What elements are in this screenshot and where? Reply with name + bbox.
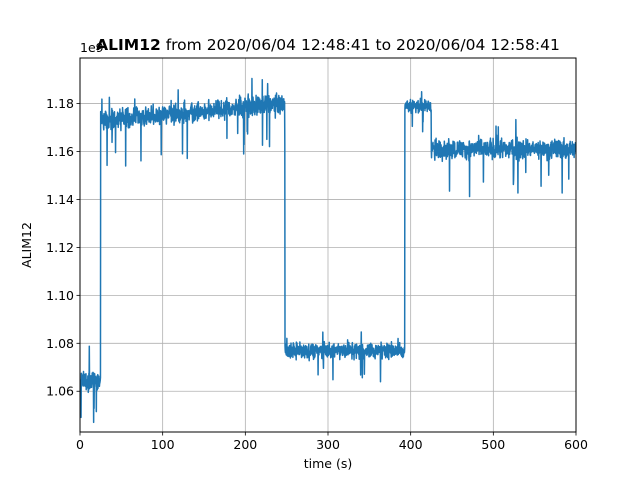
y-offset-text: 1e9	[80, 40, 104, 55]
y-tick-label: 1.18	[46, 96, 74, 111]
y-tick-label: 1.10	[46, 288, 74, 303]
tick-group: 0 100 200 300 400 500 600 1.06 1.08 1.10 1.12 1.14 1…	[46, 96, 588, 452]
x-tick-label: 0	[76, 437, 84, 452]
title-rest: from 2020/06/04 12:48:41 to 2020/06/04 1…	[161, 36, 560, 54]
y-tick-label: 1.08	[46, 336, 74, 351]
x-tick-label: 500	[481, 437, 505, 452]
x-tick-label: 100	[151, 437, 175, 452]
y-tick-label: 1.12	[46, 240, 74, 255]
y-tick-label: 1.14	[46, 192, 74, 207]
x-tick-label: 600	[564, 437, 588, 452]
y-tick-label: 1.06	[46, 384, 74, 399]
chart-title: ALIM12 from 2020/06/04 12:48:41 to 2020/…	[96, 36, 560, 54]
x-axis-label: time (s)	[304, 456, 352, 471]
x-tick-label: 300	[316, 437, 340, 452]
y-tick-label: 1.16	[46, 144, 74, 159]
series-group	[79, 77, 577, 424]
series-line-alim12	[79, 77, 577, 424]
grid-lines	[79, 58, 577, 432]
y-axis-label: ALIM12	[19, 222, 34, 268]
x-tick-label: 200	[233, 437, 257, 452]
x-tick-label: 400	[399, 437, 423, 452]
title-bold-part: ALIM12	[96, 36, 161, 54]
